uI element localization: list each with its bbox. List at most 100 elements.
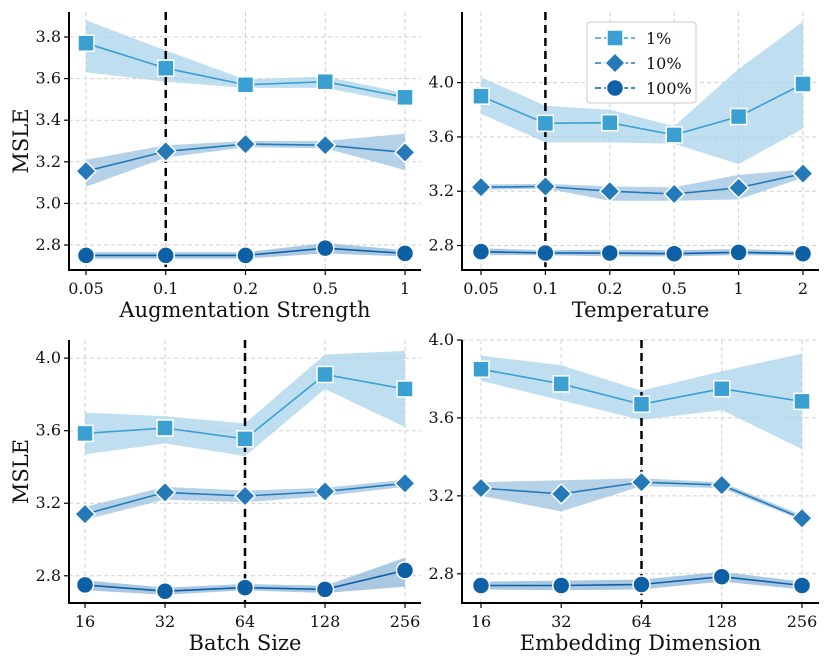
band-100% <box>481 248 803 257</box>
y-tick-label: 4.0 <box>36 348 61 367</box>
point-10%-1 <box>393 141 417 164</box>
x-tick-label: 32 <box>551 612 571 631</box>
x-tick-label: 64 <box>235 612 255 631</box>
point-10%-0.2 <box>598 180 621 203</box>
point-1%-256 <box>396 380 414 398</box>
point-100%-128 <box>315 580 335 599</box>
point-100%-64 <box>632 575 651 594</box>
legend: 1% 10% 100% <box>586 21 697 104</box>
band-1% <box>481 21 803 165</box>
point-1%-64 <box>632 395 651 414</box>
point-10%-32 <box>550 482 573 505</box>
y-tick-label: 2.8 <box>36 566 61 585</box>
x-tick-label: 0.1 <box>153 279 178 298</box>
point-100%-16 <box>75 575 95 595</box>
point-100%-0.05 <box>471 242 491 261</box>
y-tick-label: 3.6 <box>429 408 454 427</box>
x-tick-label: 16 <box>471 612 491 631</box>
point-1%-0.5 <box>316 72 334 91</box>
legend-diamond-marker <box>603 51 627 75</box>
point-1%-0.1 <box>536 114 555 133</box>
point-10%-1 <box>727 176 750 199</box>
point-1%-0.05 <box>472 87 490 105</box>
legend-label: 100% <box>646 79 692 98</box>
point-1%-256 <box>793 392 811 411</box>
point-1%-64 <box>236 430 254 448</box>
x-tick-label: 2 <box>798 279 808 298</box>
point-1%-1 <box>396 88 414 107</box>
point-10%-0.1 <box>154 140 177 163</box>
y-tick-label: 3.6 <box>429 127 454 146</box>
x-tick-label: 16 <box>75 612 95 631</box>
point-10%-16 <box>73 503 97 526</box>
point-100%-0.2 <box>236 246 255 265</box>
point-100%-256 <box>792 576 812 595</box>
point-100%-0.2 <box>600 243 620 263</box>
x-tick-label: 0.05 <box>68 279 104 298</box>
x-tick-label: 256 <box>787 612 818 631</box>
y-tick-label: 3.8 <box>36 27 61 46</box>
point-1%-32 <box>156 419 174 437</box>
point-1%-0.2 <box>236 76 255 94</box>
point-1%-16 <box>76 424 94 443</box>
point-10%-32 <box>153 481 177 504</box>
point-1%-0.5 <box>665 126 683 144</box>
x-tick-label: 128 <box>310 612 341 631</box>
series-line-1% <box>480 83 804 136</box>
point-100%-0.1 <box>156 246 175 265</box>
point-1%-2 <box>794 75 812 93</box>
y-tick-label: 2.8 <box>36 235 61 254</box>
y-tick-label: 3.2 <box>36 152 61 171</box>
x-tick-label: 32 <box>155 612 175 631</box>
y-tick-label: 3.6 <box>36 421 61 440</box>
x-axis-label: Batch Size <box>189 631 302 655</box>
point-10%-128 <box>313 480 337 503</box>
point-10%-64 <box>233 484 257 508</box>
x-tick-label: 0.5 <box>661 279 686 298</box>
point-10%-0.5 <box>663 182 686 206</box>
point-1%-128 <box>713 379 731 398</box>
x-tick-label: 0.05 <box>463 279 499 298</box>
point-10%-0.1 <box>534 175 557 198</box>
legend-entry-100%: 100% <box>595 78 692 98</box>
series-line-100% <box>480 250 804 255</box>
y-tick-label: 4.0 <box>429 330 454 349</box>
x-tick-label: 0.1 <box>533 279 558 298</box>
point-100%-16 <box>471 576 491 595</box>
point-100%-1 <box>729 243 748 262</box>
x-tick-label: 0.5 <box>313 279 338 298</box>
point-10%-0.05 <box>469 176 493 199</box>
x-tick-label: 0.2 <box>597 279 622 298</box>
legend-label: 10% <box>646 54 682 73</box>
point-100%-2 <box>793 244 813 263</box>
legend-circle-marker <box>605 78 625 98</box>
legend-entry-10%: 10% <box>595 51 682 75</box>
point-10%-0.2 <box>234 133 257 156</box>
x-axis-label: Augmentation Strength <box>118 298 370 322</box>
point-1%-1 <box>729 107 748 126</box>
y-tick-label: 2.8 <box>429 564 454 583</box>
point-10%-2 <box>791 162 815 185</box>
point-10%-128 <box>710 474 733 497</box>
panel-1: 2.8 3.0 3.2 3.4 3.6 3.8 0.05 0.1 0.2 0.5 1 Augmenta… <box>9 12 421 322</box>
y-tick-label: 2.8 <box>429 236 454 255</box>
y-tick-label: 3.6 <box>36 69 61 88</box>
panel-4: 2.8 3.2 3.6 4.0 16 32 64 128 256 Embedding Dimens… <box>429 330 819 655</box>
point-10%-0.5 <box>314 134 337 157</box>
panel-3: 2.8 3.2 3.6 4.0 16 32 64 128 256 Batch Size MSLE <box>9 340 421 655</box>
y-tick-label: 3.4 <box>36 110 61 129</box>
point-10%-64 <box>630 471 653 494</box>
y-tick-label: 3.0 <box>36 193 61 212</box>
point-100%-64 <box>235 578 255 597</box>
point-1%-0.1 <box>157 59 175 77</box>
point-100%-32 <box>552 576 571 595</box>
point-100%-0.05 <box>76 246 96 265</box>
legend-entry-1%: 1% <box>595 29 671 48</box>
y-tick-label: 3.2 <box>429 486 454 505</box>
point-100%-32 <box>155 581 175 601</box>
x-tick-label: 128 <box>706 612 737 631</box>
point-1%-16 <box>472 360 490 378</box>
x-axis-label: Embedding Dimension <box>520 631 761 655</box>
point-1%-32 <box>552 375 570 393</box>
